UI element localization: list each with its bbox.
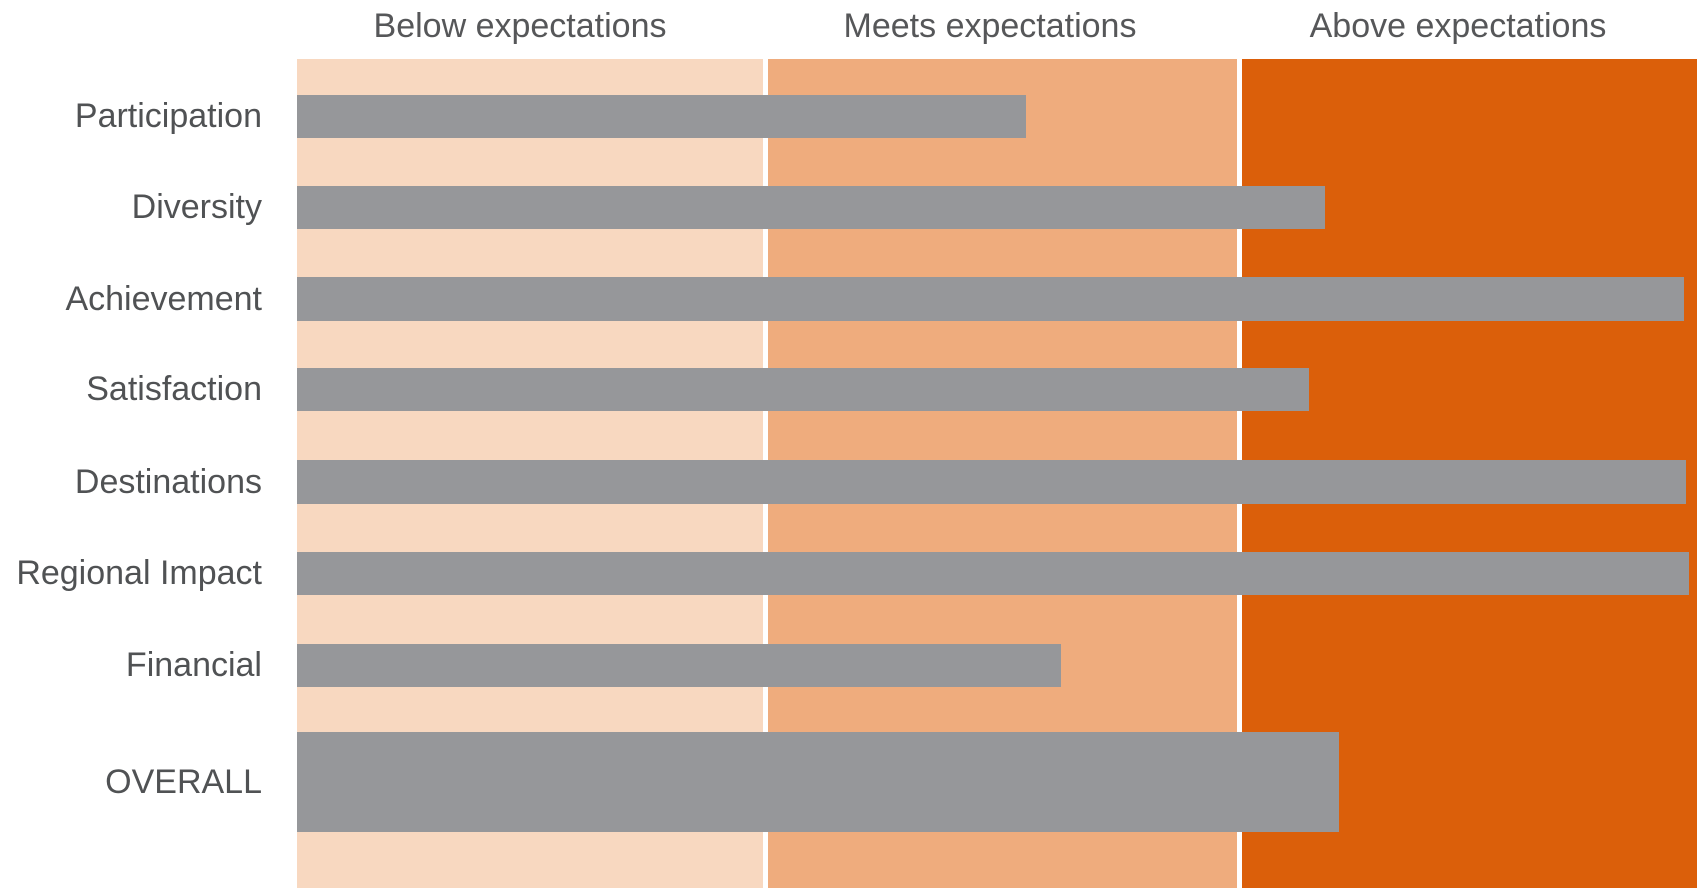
column-header-meets-expectations: Meets expectations (843, 7, 1137, 45)
bar-diversity (297, 186, 1325, 229)
row-label-satisfaction: Satisfaction (86, 370, 262, 408)
plot-area (297, 59, 1697, 888)
row-label-participation: Participation (74, 97, 262, 135)
bar-destinations (297, 460, 1686, 504)
column-header-above-expectations: Above expectations (1309, 7, 1607, 45)
bar-regional-impact (297, 552, 1689, 595)
bar-satisfaction (297, 368, 1310, 411)
column-header-below-expectations: Below expectations (373, 7, 667, 45)
bar-financial (297, 644, 1062, 687)
row-label-destinations: Destinations (74, 462, 262, 501)
bar-participation (297, 95, 1027, 138)
row-label-overall: OVERALL (105, 762, 262, 801)
row-label-column: Participation Diversity Achievement Sati… (0, 0, 262, 890)
bar-achievement (297, 277, 1685, 321)
bar-overall (297, 732, 1339, 832)
row-label-diversity: Diversity (131, 188, 262, 226)
row-label-financial: Financial (125, 646, 262, 684)
row-label-regional-impact: Regional Impact (16, 554, 262, 592)
row-label-achievement: Achievement (65, 279, 262, 318)
